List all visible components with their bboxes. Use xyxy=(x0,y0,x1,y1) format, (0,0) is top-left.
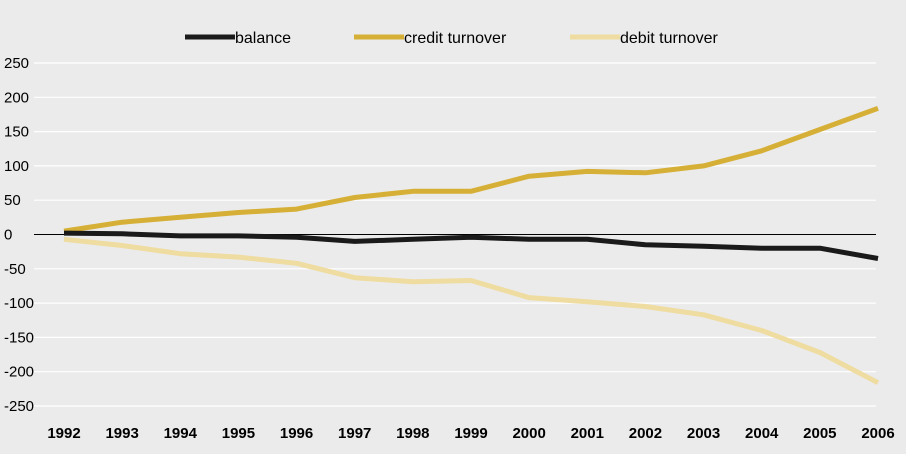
x-axis: 1992 1993 1994 1995 1996 1997 1998 1999 2000 2001… xyxy=(47,425,894,442)
x-tick-label: 2006 xyxy=(861,425,894,442)
x-tick-label: 1994 xyxy=(164,425,198,442)
x-tick-label: 1995 xyxy=(222,425,255,442)
x-tick-label: 2005 xyxy=(803,425,836,442)
series-line-credit-turnover xyxy=(63,105,879,234)
legend: balance credit turnover debit turnover xyxy=(185,30,719,47)
x-tick-label: 1997 xyxy=(338,425,371,442)
legend-label: balance xyxy=(235,30,291,47)
y-tick-label: 250 xyxy=(4,55,29,72)
x-tick-label: 1996 xyxy=(280,425,313,442)
y-tick-label: 200 xyxy=(4,89,29,106)
x-tick-label: 2000 xyxy=(512,425,545,442)
y-tick-label: -250 xyxy=(4,398,34,415)
y-tick-label: 150 xyxy=(4,124,29,141)
x-tick-label: 2004 xyxy=(745,425,779,442)
y-tick-label: -200 xyxy=(4,364,34,381)
x-tick-label: 1999 xyxy=(454,425,487,442)
y-tick-label: 50 xyxy=(4,192,21,209)
x-tick-label: 1998 xyxy=(396,425,429,442)
y-tick-label: -150 xyxy=(4,329,34,346)
x-tick-label: 2002 xyxy=(629,425,662,442)
x-tick-label: 1992 xyxy=(47,425,80,442)
legend-label: credit turnover xyxy=(404,30,507,47)
y-tick-label: 100 xyxy=(4,158,29,175)
x-tick-label: 2001 xyxy=(571,425,604,442)
y-tick-label: -50 xyxy=(4,261,26,278)
x-tick-label: 1993 xyxy=(105,425,138,442)
series-line-balance xyxy=(63,230,879,261)
series-lines xyxy=(63,105,880,385)
series-line-debit-turnover xyxy=(63,236,880,385)
legend-label: debit turnover xyxy=(620,30,719,47)
y-tick-label: -100 xyxy=(4,295,34,312)
y-axis: 250 200 150 100 50 0 -50 -100 -150 -200 -250 xyxy=(4,55,34,415)
x-tick-label: 2003 xyxy=(687,425,720,442)
y-tick-label: 0 xyxy=(4,227,12,244)
